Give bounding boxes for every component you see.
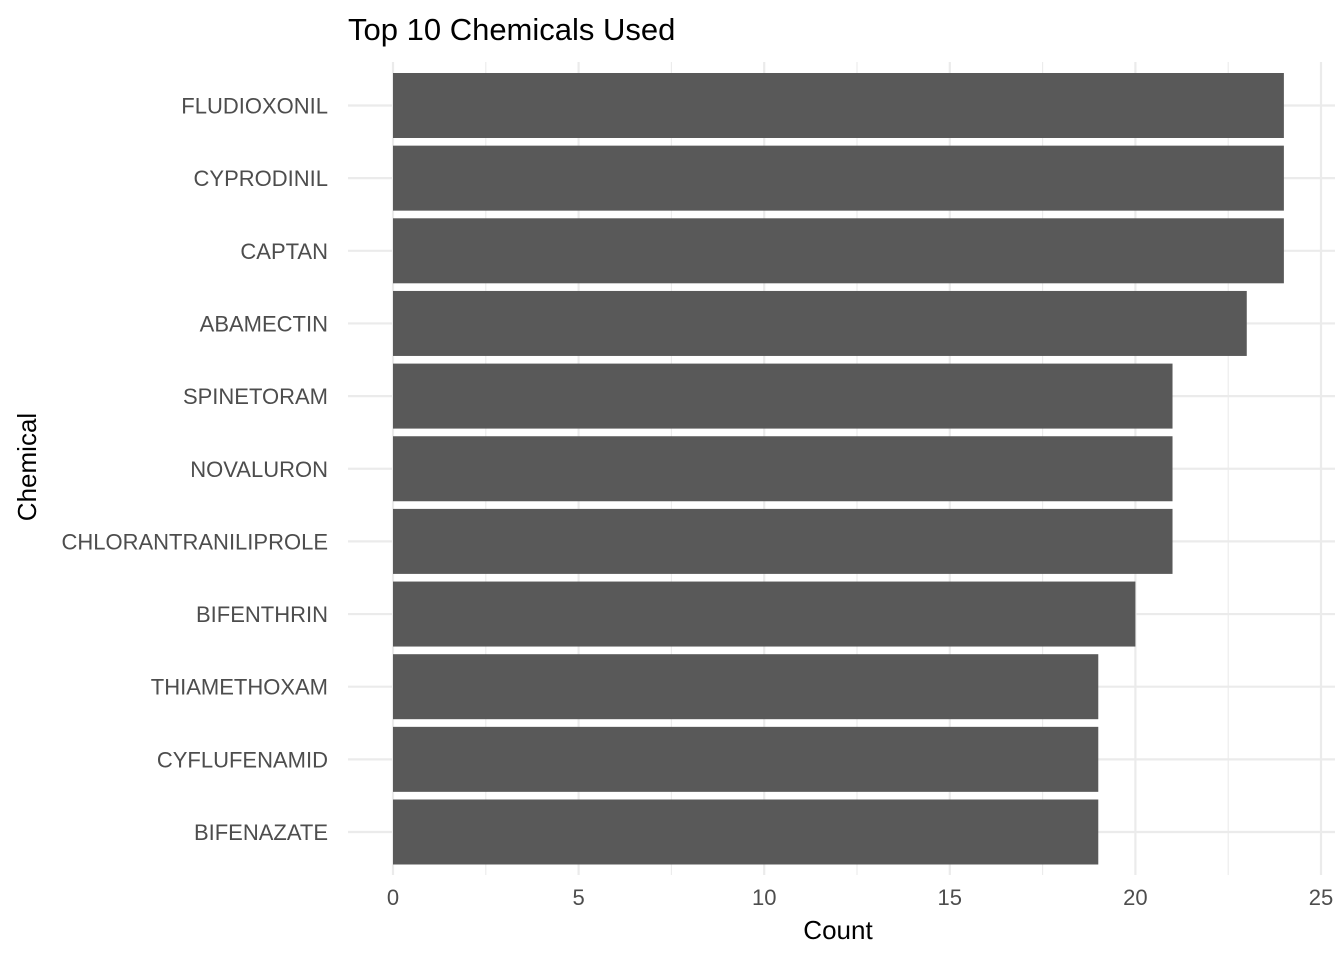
bar-fludioxonil xyxy=(393,73,1284,138)
y-tick-label: ABAMECTIN xyxy=(200,311,328,336)
y-tick-label: CYPRODINIL xyxy=(194,166,328,191)
y-tick-label: CHLORANTRANILIPROLE xyxy=(61,529,328,554)
y-tick-label: SPINETORAM xyxy=(183,384,328,409)
x-axis-title: Count xyxy=(803,915,873,945)
chart-title: Top 10 Chemicals Used xyxy=(348,12,675,47)
y-tick-label: NOVALURON xyxy=(190,457,328,482)
x-tick-label: 25 xyxy=(1309,885,1333,910)
y-tick-label: BIFENTHRIN xyxy=(196,602,328,627)
x-tick-label: 20 xyxy=(1123,885,1147,910)
bar-bifenazate xyxy=(393,799,1099,865)
bars xyxy=(393,73,1284,865)
x-tick-label: 0 xyxy=(387,885,399,910)
x-tick-label: 15 xyxy=(938,885,962,910)
bar-bifenthrin xyxy=(393,581,1136,647)
bar-abamectin xyxy=(393,290,1247,356)
x-tick-label: 10 xyxy=(752,885,776,910)
y-axis-title: Chemical xyxy=(12,413,42,521)
bar-novaluron xyxy=(393,436,1173,502)
bar-captan xyxy=(393,218,1284,284)
y-tick-label: FLUDIOXONIL xyxy=(181,94,328,119)
bar-chlorantraniliprole xyxy=(393,508,1173,574)
x-tick-labels: 0 5 10 15 20 25 xyxy=(387,885,1333,910)
bar-cyflufenamid xyxy=(393,726,1099,792)
y-tick-label: CYFLUFENAMID xyxy=(157,747,328,772)
bar-spinetoram xyxy=(393,363,1173,429)
y-tick-label: CAPTAN xyxy=(240,239,328,264)
bar-thiamethoxam xyxy=(393,654,1099,720)
bar-cyprodinil xyxy=(393,145,1284,211)
y-tick-label: THIAMETHOXAM xyxy=(151,675,328,700)
y-tick-labels: FLUDIOXONIL CYPRODINIL CAPTAN ABAMECTIN SPIN… xyxy=(61,94,328,846)
x-tick-label: 5 xyxy=(572,885,584,910)
y-tick-label: BIFENAZATE xyxy=(194,820,328,845)
